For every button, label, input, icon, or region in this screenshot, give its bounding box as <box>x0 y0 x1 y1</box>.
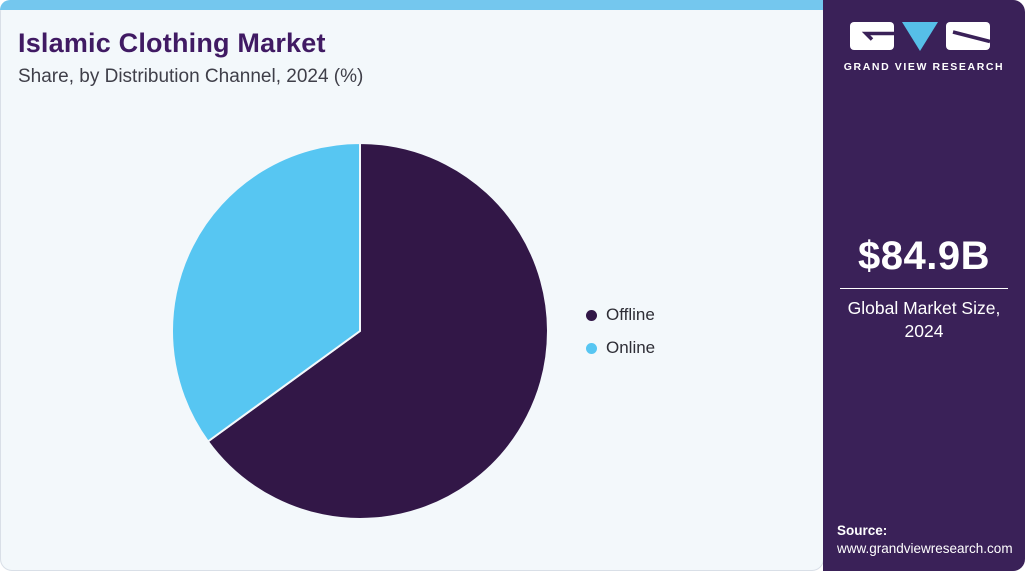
page-title: Islamic Clothing Market <box>18 28 326 58</box>
legend-item-offline: Offline <box>586 305 655 325</box>
legend-label-online: Online <box>606 338 656 357</box>
legend-swatch-online-icon <box>586 342 597 354</box>
pie-chart-svg <box>171 142 549 520</box>
source-url: www.grandviewresearch.com <box>837 541 1013 556</box>
market-size-divider <box>840 288 1008 289</box>
pie-chart <box>170 141 550 521</box>
market-size-value: $84.9B <box>858 234 990 278</box>
market-size-block: $84.9B Global Market Size, 2024 <box>823 234 1025 343</box>
legend-item-online: Online <box>586 338 655 358</box>
chart-card: Islamic Clothing Market Share, by Distri… <box>0 0 826 571</box>
market-size-label: Global Market Size, 2024 <box>847 298 1001 342</box>
pie-slice-offline <box>206 142 549 520</box>
pie-slice-online <box>171 142 361 443</box>
gvr-logo: GRAND VIEW RESEARCH <box>823 22 1025 73</box>
chart-header: Islamic Clothing Market Share, by Distri… <box>18 28 363 88</box>
gvr-logo-icon <box>850 22 991 51</box>
source-label: Source: <box>837 523 888 538</box>
legend-swatch-offline-icon <box>586 309 597 321</box>
page-subtitle: Share, by Distribution Channel, 2024 (%) <box>18 66 364 87</box>
source-block: Source: www.grandviewresearch.com <box>837 523 1013 556</box>
sidebar: GRAND VIEW RESEARCH $84.9B Global Market… <box>823 0 1025 571</box>
legend: Offline Online <box>586 305 655 358</box>
legend-label-offline: Offline <box>606 305 655 324</box>
brand-name: GRAND VIEW RESEARCH <box>843 61 1005 73</box>
top-accent-bar <box>0 0 826 10</box>
